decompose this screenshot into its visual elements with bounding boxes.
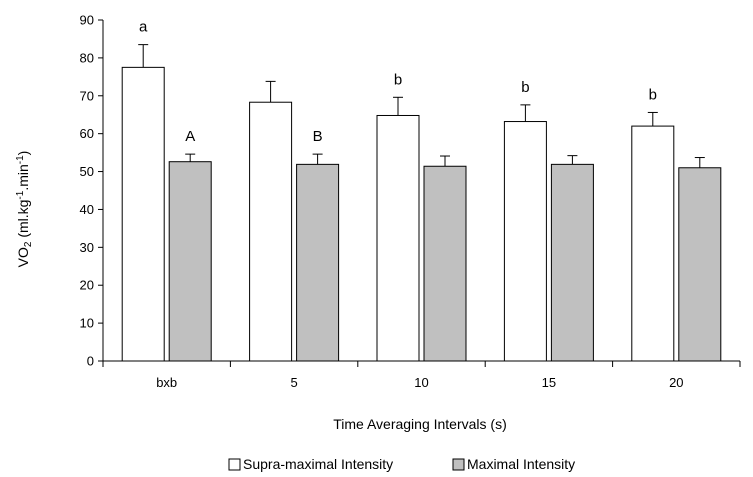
legend-swatch-maximal	[452, 458, 465, 471]
y-tick-label: 50	[80, 164, 94, 179]
bar	[376, 114, 420, 362]
y-tick-label: 40	[80, 202, 94, 217]
legend-label-supra-maximal: Supra-maximal Intensity	[243, 456, 393, 472]
significance-label: B	[313, 128, 323, 145]
x-tick-label: bxb	[156, 375, 177, 390]
bar	[168, 161, 212, 362]
bar	[631, 125, 675, 362]
significance-label: b	[521, 79, 529, 96]
y-tick-label: 10	[80, 316, 94, 331]
significance-label: A	[185, 128, 195, 145]
significance-label: a	[139, 19, 148, 36]
y-axis: 0 10 20 30 40 50 60 70 80 90	[80, 13, 104, 369]
x-axis-title: Time Averaging Intervals (s)	[333, 416, 507, 432]
legend-label-maximal: Maximal Intensity	[467, 456, 575, 472]
x-tick-label: 5	[290, 375, 297, 390]
bar	[503, 121, 547, 362]
legend-swatch-supra-maximal	[228, 458, 241, 471]
y-tick-label: 90	[80, 13, 94, 28]
bar	[678, 167, 722, 362]
bar	[550, 163, 594, 362]
significance-label: b	[394, 71, 402, 88]
bar	[296, 163, 340, 362]
y-tick-label: 20	[80, 278, 94, 293]
significance-label: b	[649, 86, 657, 103]
y-tick-label: 70	[80, 88, 94, 103]
y-tick-label: 80	[80, 50, 94, 65]
x-axis: bxb 5 10 15 20	[102, 360, 741, 390]
y-axis-title: VO2 (ml.kg-1.min-1)	[15, 151, 34, 268]
y-tick-label: 0	[87, 354, 94, 369]
x-tick-label: 10	[414, 375, 428, 390]
x-tick-label: 20	[669, 375, 683, 390]
bar	[121, 66, 165, 362]
legend: Supra-maximal Intensity Maximal Intensit…	[228, 456, 575, 472]
y-tick-label: 30	[80, 240, 94, 255]
y-tick-label: 60	[80, 126, 94, 141]
bars: a A Bb b b	[121, 19, 722, 362]
x-tick-label: 15	[542, 375, 556, 390]
bar	[249, 101, 293, 362]
bar	[423, 165, 467, 362]
